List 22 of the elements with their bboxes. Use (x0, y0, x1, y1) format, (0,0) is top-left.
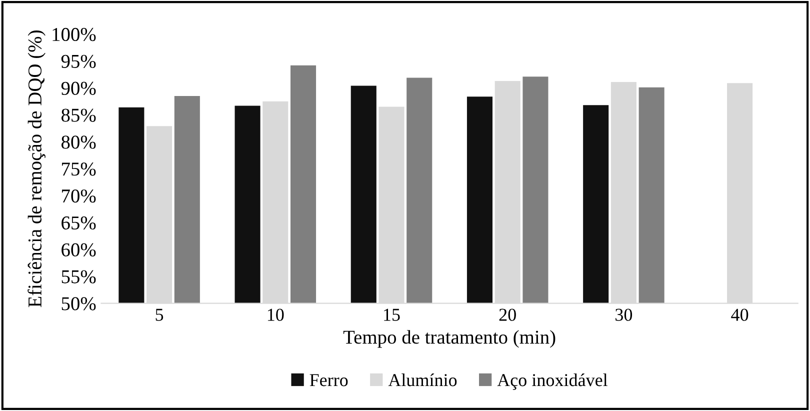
x-tick-label: 15 (384, 308, 400, 321)
y-tick-label: 80% (61, 136, 96, 149)
y-tick-label: 50% (62, 297, 96, 310)
x-axis-title: Tempo de tratamento (min) (343, 330, 556, 348)
y-tick-label: 85% (61, 108, 96, 122)
x-tick-label: 30 (616, 308, 632, 321)
x-tick-label: 40 (731, 308, 748, 321)
y-tick-label: 60% (62, 243, 96, 256)
x-tick-label: 10 (268, 308, 284, 321)
legend-label: Aço inoxidável (497, 373, 608, 390)
y-tick-label: 95% (61, 54, 96, 68)
y-tick-label: 55% (62, 270, 96, 284)
y-tick-label: 70% (62, 189, 96, 203)
x-tick-label: 20 (499, 308, 516, 321)
legend-label: Ferro (310, 374, 348, 386)
y-tick-label: 65% (62, 216, 96, 230)
y-tick-label: 90% (61, 82, 96, 95)
legend-label: Alumínio (388, 373, 457, 386)
y-axis-title: Eficiência de remoção de DQO (%) (28, 30, 46, 308)
x-tick-label: 5 (156, 308, 164, 321)
y-tick-label: 75% (62, 162, 96, 176)
y-tick-label: 100% (52, 28, 96, 42)
